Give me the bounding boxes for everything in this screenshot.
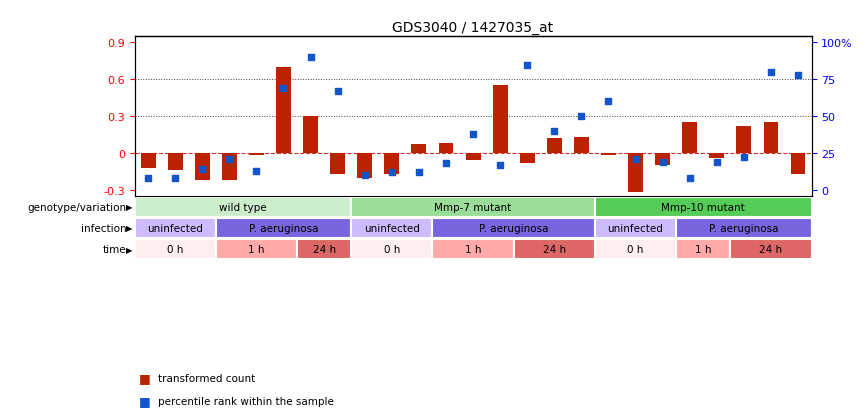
Text: 24 h: 24 h (760, 244, 783, 254)
Bar (330, 154, 345, 174)
Text: ■: ■ (139, 371, 151, 385)
Point (168, 175, 182, 182)
Point (628, 156, 642, 163)
Text: transformed count: transformed count (158, 373, 255, 383)
Bar (135, 218, 216, 238)
Title: GDS3040 / 1427035_at: GDS3040 / 1427035_at (392, 21, 554, 35)
Point (195, 166, 209, 173)
Bar (676, 240, 730, 259)
Text: percentile rank within the sample: percentile rank within the sample (158, 396, 334, 406)
Point (304, 55, 318, 61)
Bar (791, 154, 806, 174)
Point (358, 172, 372, 179)
Bar (249, 154, 264, 156)
Text: 1 h: 1 h (464, 244, 482, 254)
Point (249, 168, 263, 175)
Point (602, 99, 615, 105)
Point (277, 85, 291, 92)
Point (683, 175, 697, 182)
Text: 24 h: 24 h (312, 244, 336, 254)
Bar (493, 86, 508, 154)
Bar (432, 240, 514, 259)
Bar (655, 154, 670, 166)
Bar (135, 240, 216, 259)
Text: P. aeruginosa: P. aeruginosa (709, 223, 779, 233)
Point (764, 69, 778, 76)
Bar (276, 68, 291, 154)
Bar (595, 240, 676, 259)
Bar (222, 154, 237, 180)
Bar (352, 240, 432, 259)
Bar (216, 218, 352, 238)
Point (655, 159, 669, 166)
Point (222, 156, 236, 163)
Bar (438, 144, 453, 154)
Bar (595, 197, 812, 217)
Point (710, 159, 724, 166)
Bar (574, 138, 589, 154)
Text: 24 h: 24 h (542, 244, 566, 254)
Text: 0 h: 0 h (167, 244, 183, 254)
Text: Mmp-7 mutant: Mmp-7 mutant (435, 202, 511, 212)
Text: P. aeruginosa: P. aeruginosa (249, 223, 319, 233)
Bar (194, 154, 210, 180)
Bar (432, 218, 595, 238)
Bar (465, 154, 481, 161)
Text: uninfected: uninfected (364, 223, 420, 233)
Bar (547, 139, 562, 154)
Bar (303, 117, 318, 154)
Bar (730, 240, 812, 259)
Text: genotype/variation: genotype/variation (27, 202, 127, 212)
Bar (168, 154, 182, 171)
Bar (411, 145, 426, 154)
Text: ▶: ▶ (126, 203, 133, 211)
Text: uninfected: uninfected (148, 223, 203, 233)
Text: wild type: wild type (219, 202, 266, 212)
Point (548, 128, 562, 135)
Bar (352, 218, 432, 238)
Point (520, 62, 534, 69)
Bar (601, 154, 616, 156)
Bar (682, 123, 697, 154)
Bar (736, 127, 752, 154)
Text: ■: ■ (139, 394, 151, 407)
Bar (514, 240, 595, 259)
Text: uninfected: uninfected (608, 223, 663, 233)
Text: 1 h: 1 h (248, 244, 265, 254)
Text: 0 h: 0 h (628, 244, 644, 254)
Bar (595, 218, 676, 238)
Bar (141, 154, 155, 168)
Text: infection: infection (81, 223, 127, 233)
Point (737, 155, 751, 161)
Point (412, 169, 426, 176)
Bar (520, 154, 535, 164)
Text: ▶: ▶ (126, 245, 133, 254)
Text: 1 h: 1 h (695, 244, 712, 254)
Bar (628, 154, 643, 193)
Point (575, 114, 589, 120)
Bar (385, 154, 399, 174)
Point (493, 162, 507, 169)
Point (385, 169, 398, 176)
Text: P. aeruginosa: P. aeruginosa (479, 223, 549, 233)
Bar (216, 240, 297, 259)
Point (331, 88, 345, 95)
Bar (358, 154, 372, 178)
Bar (709, 154, 724, 159)
Bar (352, 197, 595, 217)
Point (466, 131, 480, 138)
Point (141, 175, 155, 182)
Text: time: time (102, 244, 127, 254)
Point (439, 161, 453, 167)
Text: ▶: ▶ (126, 224, 133, 233)
Text: Mmp-10 mutant: Mmp-10 mutant (661, 202, 745, 212)
Bar (676, 218, 812, 238)
Bar (297, 240, 352, 259)
Bar (135, 197, 352, 217)
Bar (764, 123, 779, 154)
Point (791, 72, 805, 79)
Text: 0 h: 0 h (384, 244, 400, 254)
